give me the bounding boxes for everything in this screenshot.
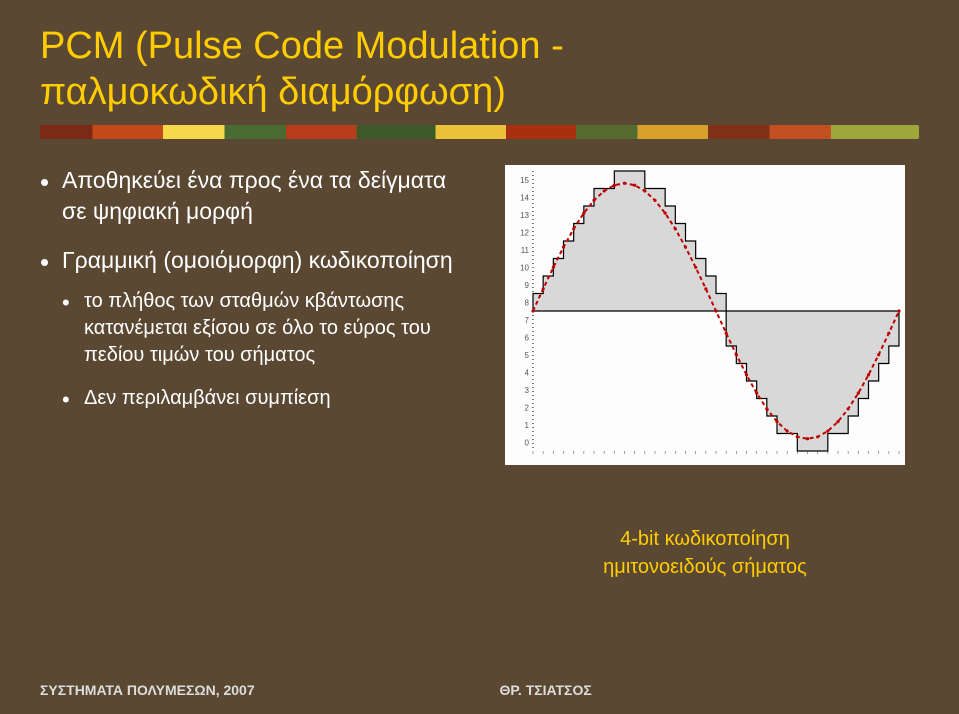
svg-text:4: 4 (525, 368, 530, 377)
bullet-item: Γραμμική (ομοιόμορφη) κωδικοποίηση το πλ… (40, 245, 470, 412)
svg-text:15: 15 (520, 176, 529, 185)
svg-text:1: 1 (525, 421, 530, 430)
figure-caption: 4-bit κωδικοποίηση ημιτονοειδούς σήματος (603, 525, 807, 581)
page-title: PCM (Pulse Code Modulation - παλμοκωδική… (40, 24, 919, 115)
footer-center: ΘΡ. ΤΣΙΑΤΣΟΣ (460, 682, 920, 698)
bullet-text: Γραμμική (ομοιόμορφη) κωδικοποίηση (62, 247, 453, 273)
svg-text:11: 11 (521, 246, 530, 255)
slide-footer: ΣΥΣΤΗΜΑΤΑ ΠΟΛΥΜΕΣΩΝ, 2007 ΘΡ. ΤΣΙΑΤΣΟΣ (40, 682, 919, 698)
svg-text:13: 13 (520, 211, 529, 220)
sub-bullet-item: Δεν περιλαμβάνει συμπίεση (62, 385, 470, 412)
footer-left: ΣΥΣΤΗΜΑΤΑ ΠΟΛΥΜΕΣΩΝ, 2007 (40, 682, 460, 698)
svg-text:14: 14 (520, 193, 529, 202)
caption-line-1: 4-bit κωδικοποίηση (620, 528, 790, 550)
sub-bullet-text: το πλήθος των σταθμών κβάντωσης κατανέμε… (84, 290, 431, 366)
svg-text:5: 5 (525, 351, 530, 360)
svg-text:0: 0 (525, 438, 530, 447)
figure-column: 0123456789101112131415 4-bit κωδικοποίησ… (500, 165, 910, 581)
sub-bullet-list: το πλήθος των σταθμών κβάντωσης κατανέμε… (62, 288, 470, 412)
svg-text:8: 8 (525, 298, 530, 307)
decorative-divider (40, 125, 919, 139)
svg-text:2: 2 (525, 403, 530, 412)
content-row: Αποθηκεύει ένα προς ένα τα δείγματα σε ψ… (40, 165, 919, 581)
pcm-chart: 0123456789101112131415 (505, 165, 905, 465)
title-line-2: παλμοκωδική διαμόρφωση) (40, 71, 506, 113)
sub-bullet-item: το πλήθος των σταθμών κβάντωσης κατανέμε… (62, 288, 470, 369)
svg-text:6: 6 (525, 333, 530, 342)
bullet-item: Αποθηκεύει ένα προς ένα τα δείγματα σε ψ… (40, 165, 470, 227)
caption-line-2: ημιτονοειδούς σήματος (603, 556, 807, 578)
svg-text:12: 12 (520, 228, 529, 237)
bullet-list: Αποθηκεύει ένα προς ένα τα δείγματα σε ψ… (40, 165, 470, 412)
pcm-chart-svg: 0123456789101112131415 (505, 165, 905, 465)
svg-text:9: 9 (525, 281, 530, 290)
bullet-column: Αποθηκεύει ένα προς ένα τα δείγματα σε ψ… (40, 165, 470, 581)
slide-root: PCM (Pulse Code Modulation - παλμοκωδική… (0, 0, 959, 714)
svg-text:3: 3 (525, 386, 530, 395)
title-line-1: PCM (Pulse Code Modulation - (40, 25, 564, 67)
svg-text:7: 7 (525, 316, 530, 325)
svg-text:10: 10 (520, 263, 529, 272)
sub-bullet-text: Δεν περιλαμβάνει συμπίεση (84, 387, 331, 409)
bullet-text: Αποθηκεύει ένα προς ένα τα δείγματα σε ψ… (62, 167, 446, 224)
